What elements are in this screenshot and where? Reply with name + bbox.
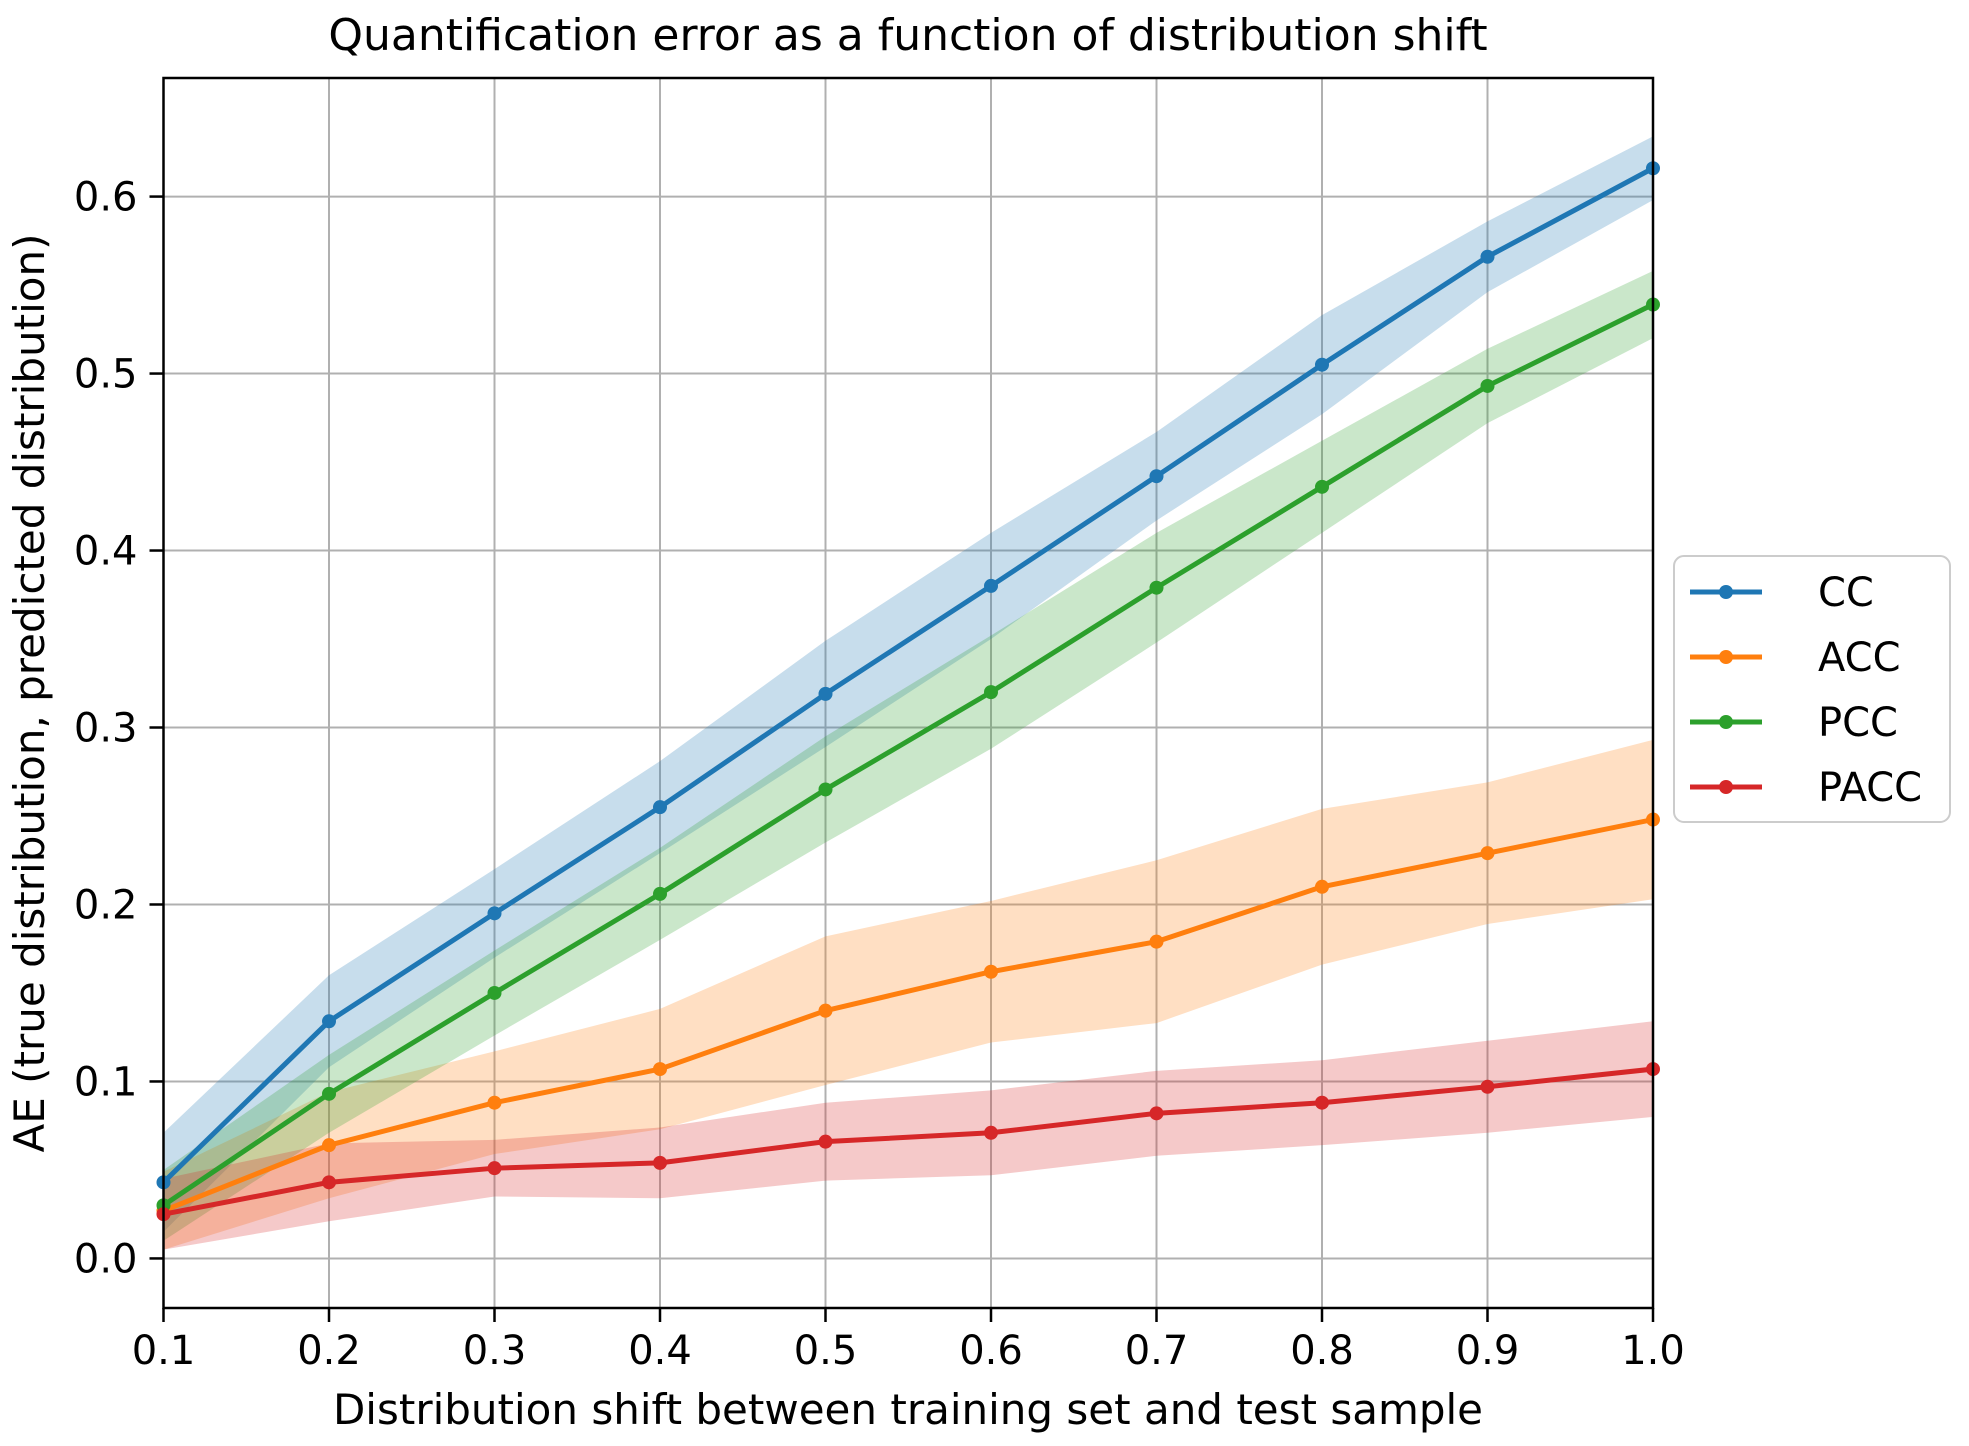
series-line-PCC <box>161 302 1656 1208</box>
chart-title: Quantification error as a function of di… <box>328 10 1487 61</box>
data-point-ACC <box>818 1003 833 1018</box>
x-tick-label: 1.0 <box>1621 1328 1685 1374</box>
data-point-CC <box>818 686 833 701</box>
legend-box <box>1673 555 1951 823</box>
y-tick-label: 0.1 <box>74 1059 138 1105</box>
legend-marker-ACC <box>1719 650 1733 664</box>
data-point-ACC <box>487 1095 502 1110</box>
data-point-ACC <box>1480 846 1495 861</box>
series-line-layer <box>156 161 1660 1222</box>
data-point-CC <box>653 800 667 815</box>
data-point-PACC <box>1480 1079 1495 1094</box>
data-point-PACC <box>984 1125 998 1140</box>
x-axis-label: Distribution shift between training set … <box>333 1385 1483 1434</box>
data-point-CC <box>487 906 502 921</box>
axes-spines <box>162 76 1655 1310</box>
data-point-CC <box>1315 357 1329 372</box>
legend-marker-PCC <box>1719 715 1733 729</box>
x-tick-label: 0.3 <box>463 1328 527 1374</box>
series-line-ACC <box>161 817 1656 1214</box>
confidence-band-layer <box>163 136 1653 1250</box>
x-tick-label: 0.9 <box>1456 1328 1520 1374</box>
data-point-PCC <box>1315 479 1329 494</box>
legend-label-ACC: ACC <box>1818 635 1901 681</box>
series-line-PACC <box>161 1066 1656 1217</box>
data-point-PACC <box>653 1155 667 1170</box>
y-tick-label: 0.0 <box>74 1236 138 1282</box>
y-tick-label: 0.5 <box>74 352 138 398</box>
confidence-band-CC <box>163 136 1653 1232</box>
x-tick-label: 0.5 <box>794 1328 858 1374</box>
y-tick-label: 0.2 <box>74 882 138 928</box>
data-point-PCC <box>653 886 667 901</box>
data-point-PCC <box>322 1086 336 1101</box>
x-tick-label: 0.7 <box>1125 1328 1189 1374</box>
data-point-PCC <box>1149 580 1164 595</box>
x-tick-label: 0.8 <box>1290 1328 1354 1374</box>
x-tick-label: 0.4 <box>628 1328 692 1374</box>
series-line-CC <box>161 165 1656 1185</box>
x-tick-label: 0.2 <box>297 1328 361 1374</box>
data-point-PCC <box>487 985 502 1000</box>
x-tick-label: 0.1 <box>132 1328 196 1374</box>
data-point-ACC <box>1315 879 1329 894</box>
data-point-ACC <box>653 1062 667 1077</box>
plot-border <box>162 76 1655 1310</box>
data-point-CC <box>1480 249 1495 264</box>
data-point-ACC <box>322 1138 336 1153</box>
data-point-ACC <box>1149 934 1164 949</box>
y-axis-label: AE (true distribution, predicted distrib… <box>5 234 54 1153</box>
confidence-band-ACC <box>163 739 1653 1250</box>
data-point-CC <box>322 1014 336 1029</box>
data-point-PACC <box>322 1175 336 1190</box>
legend-label-PCC: PCC <box>1818 700 1898 746</box>
y-tick-label: 0.4 <box>74 529 138 575</box>
data-point-PACC <box>1149 1106 1164 1121</box>
legend-label-PACC: PACC <box>1818 765 1922 811</box>
data-point-CC <box>984 578 998 593</box>
data-point-CC <box>1149 469 1164 484</box>
data-point-PACC <box>818 1134 833 1149</box>
y-tick-label: 0.3 <box>74 706 138 752</box>
legend-label-CC: CC <box>1818 570 1874 616</box>
legend: CC ACC PCC PACC <box>1673 555 1951 823</box>
data-point-PACC <box>1315 1095 1329 1110</box>
legend-marker-PACC <box>1719 780 1733 794</box>
data-point-ACC <box>984 964 998 979</box>
data-point-PCC <box>1480 378 1495 393</box>
y-tick-label: 0.6 <box>74 175 138 221</box>
data-point-PCC <box>984 685 998 700</box>
x-tick-label: 0.6 <box>959 1328 1023 1374</box>
data-point-PACC <box>487 1161 502 1176</box>
data-point-PCC <box>818 782 833 797</box>
tick-layer: 0.1 0.2 0.3 0.4 0.5 0.6 0.7 0.8 0.9 1.0 0.0 0.1 0.2 0… <box>74 175 1685 1374</box>
legend-marker-CC <box>1719 585 1733 599</box>
